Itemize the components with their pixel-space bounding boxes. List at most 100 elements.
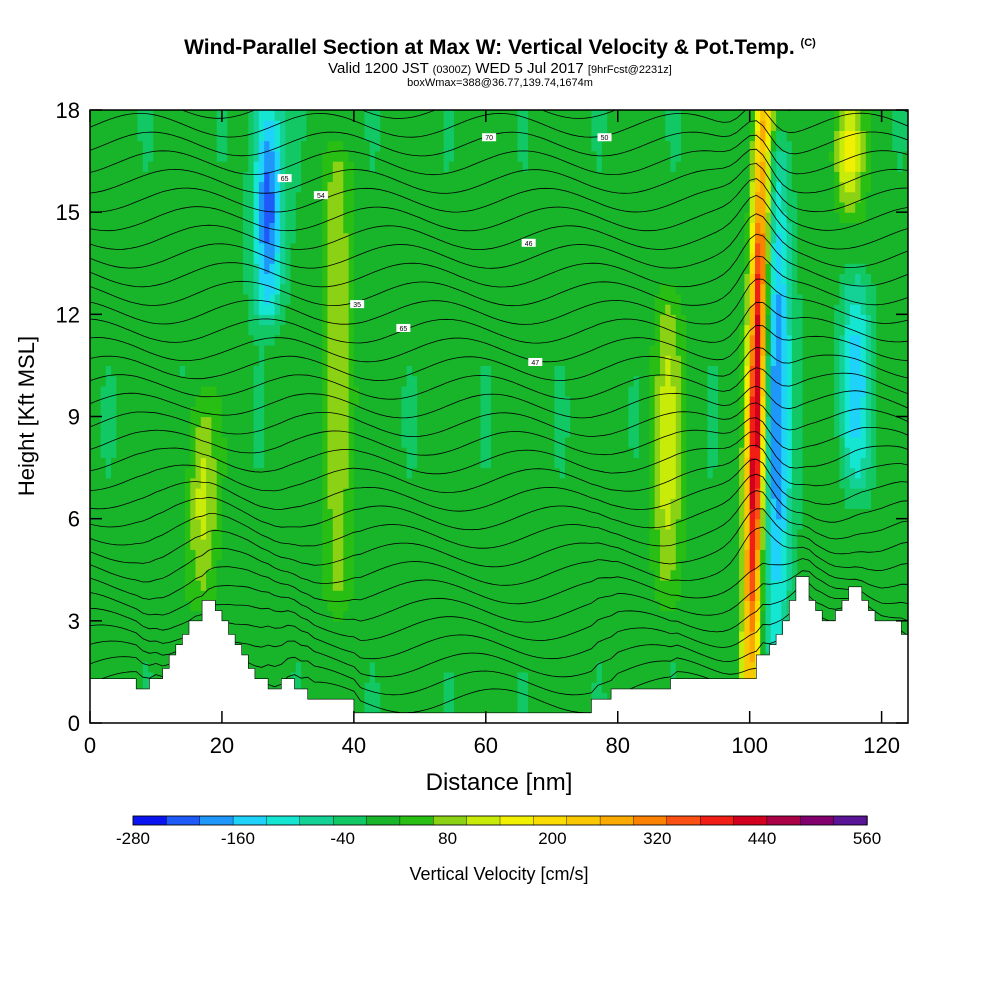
velocity-cell [380, 181, 387, 193]
velocity-cell [211, 355, 218, 366]
velocity-cell [512, 120, 519, 131]
velocity-cell [295, 212, 302, 223]
velocity-cell [158, 518, 165, 530]
velocity-cell [433, 150, 439, 162]
velocity-cell [153, 304, 160, 315]
velocity-cell [158, 161, 165, 172]
velocity-cell [485, 110, 492, 121]
velocity-cell [258, 385, 265, 397]
velocity-cell [243, 191, 249, 203]
velocity-cell [174, 488, 181, 499]
velocity-cell [485, 406, 492, 418]
velocity-cell [475, 467, 482, 479]
velocity-cell [390, 610, 397, 622]
velocity-cell [443, 263, 450, 274]
velocity-cell [232, 559, 239, 571]
velocity-cell [485, 263, 492, 274]
velocity-cell [422, 161, 429, 172]
velocity-cell [285, 580, 292, 591]
velocity-cell [153, 610, 160, 622]
velocity-cell [185, 559, 191, 571]
velocity-cell [295, 334, 302, 346]
velocity-cell [137, 375, 144, 387]
velocity-cell [375, 375, 381, 387]
velocity-cell [512, 457, 519, 469]
velocity-cell [417, 457, 424, 469]
velocity-cell [485, 314, 492, 326]
velocity-cell [338, 528, 344, 540]
velocity-cell [375, 181, 381, 193]
velocity-cell [132, 631, 139, 642]
velocity-cell [512, 150, 519, 162]
velocity-cell [253, 304, 260, 315]
velocity-cell [142, 569, 149, 581]
velocity-cell [163, 498, 170, 509]
velocity-cell [322, 426, 329, 438]
velocity-cell [375, 324, 381, 336]
velocity-cell [137, 212, 144, 223]
velocity-cell [264, 641, 271, 653]
velocity-cell [517, 140, 524, 152]
velocity-cell [195, 120, 202, 131]
velocity-cell [322, 304, 329, 315]
velocity-cell [105, 631, 112, 642]
velocity-cell [448, 590, 455, 601]
velocity-cell [200, 457, 207, 469]
velocity-cell [433, 661, 439, 673]
velocity-cell [126, 426, 133, 438]
velocity-cell [316, 692, 323, 704]
velocity-cell [338, 273, 344, 285]
velocity-cell [332, 263, 339, 274]
velocity-cell [285, 498, 292, 509]
velocity-cell [95, 110, 102, 121]
velocity-cell [132, 161, 139, 172]
velocity-cell [116, 130, 123, 142]
velocity-cell [327, 273, 334, 285]
velocity-cell [243, 181, 249, 193]
velocity-cell [253, 569, 260, 581]
velocity-cell [116, 181, 123, 193]
velocity-cell [322, 528, 329, 540]
velocity-cell [517, 631, 524, 642]
velocity-cell [396, 590, 402, 601]
velocity-cell [517, 416, 524, 428]
velocity-cell [163, 191, 170, 203]
velocity-cell [295, 590, 302, 601]
velocity-cell [448, 191, 455, 203]
velocity-cell [90, 549, 96, 561]
velocity-cell [522, 345, 529, 356]
velocity-cell [174, 426, 181, 438]
velocity-cell [301, 590, 307, 601]
velocity-cell [406, 590, 413, 601]
velocity-cell [258, 600, 265, 612]
velocity-cell [454, 130, 460, 142]
velocity-cell [338, 222, 344, 234]
velocity-cell [100, 426, 107, 438]
velocity-cell [375, 631, 381, 642]
velocity-cell [343, 580, 350, 591]
velocity-cell [316, 406, 323, 418]
velocity-cell [464, 140, 471, 152]
velocity-cell [470, 161, 476, 172]
velocity-cell [459, 150, 466, 162]
velocity-cell [116, 334, 123, 346]
velocity-cell [369, 375, 376, 387]
velocity-cell [206, 528, 212, 540]
velocity-cell [280, 110, 286, 121]
velocity-cell [528, 569, 534, 581]
velocity-cell [121, 671, 128, 683]
velocity-cell [295, 580, 302, 591]
velocity-cell [221, 477, 228, 489]
velocity-cell [190, 304, 197, 315]
velocity-cell [496, 150, 503, 162]
velocity-cell [353, 110, 360, 121]
velocity-cell [248, 426, 255, 438]
velocity-cell [248, 416, 255, 428]
velocity-cell [380, 253, 387, 264]
velocity-cell [200, 355, 207, 366]
velocity-cell [427, 518, 434, 530]
velocity-cell [264, 447, 271, 458]
velocity-cell [506, 181, 513, 193]
velocity-cell [364, 253, 371, 264]
velocity-cell [137, 477, 144, 489]
